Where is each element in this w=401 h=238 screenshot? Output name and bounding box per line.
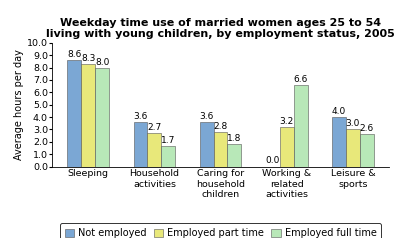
Bar <box>161 146 175 167</box>
Text: 8.0: 8.0 <box>95 58 109 67</box>
Bar <box>95 68 109 167</box>
Text: 2.6: 2.6 <box>360 124 374 134</box>
Text: 6.6: 6.6 <box>294 75 308 84</box>
Legend: Not employed, Employed part time, Employed full time: Not employed, Employed part time, Employ… <box>60 223 381 238</box>
Bar <box>148 133 161 167</box>
Text: 8.6: 8.6 <box>67 50 81 59</box>
Bar <box>227 144 241 167</box>
Text: 3.6: 3.6 <box>199 112 214 121</box>
Text: 3.0: 3.0 <box>346 119 360 129</box>
Bar <box>294 85 308 167</box>
Text: 4.0: 4.0 <box>332 107 346 116</box>
Bar <box>332 117 346 167</box>
Bar <box>360 134 374 167</box>
Text: 2.8: 2.8 <box>213 122 228 131</box>
Text: 0.0: 0.0 <box>265 156 280 165</box>
Bar <box>81 64 95 167</box>
Text: 1.7: 1.7 <box>161 136 176 144</box>
Title: Weekday time use of married women ages 25 to 54
living with young children, by e: Weekday time use of married women ages 2… <box>46 18 395 39</box>
Bar <box>214 132 227 167</box>
Text: 2.7: 2.7 <box>147 123 162 132</box>
Y-axis label: Average hours per day: Average hours per day <box>14 49 24 160</box>
Text: 3.6: 3.6 <box>134 112 148 121</box>
Bar <box>280 127 294 167</box>
Bar <box>134 122 148 167</box>
Bar <box>67 60 81 167</box>
Text: 8.3: 8.3 <box>81 54 95 63</box>
Text: 1.8: 1.8 <box>227 134 242 143</box>
Text: 3.2: 3.2 <box>279 117 294 126</box>
Bar <box>346 129 360 167</box>
Bar <box>200 122 214 167</box>
